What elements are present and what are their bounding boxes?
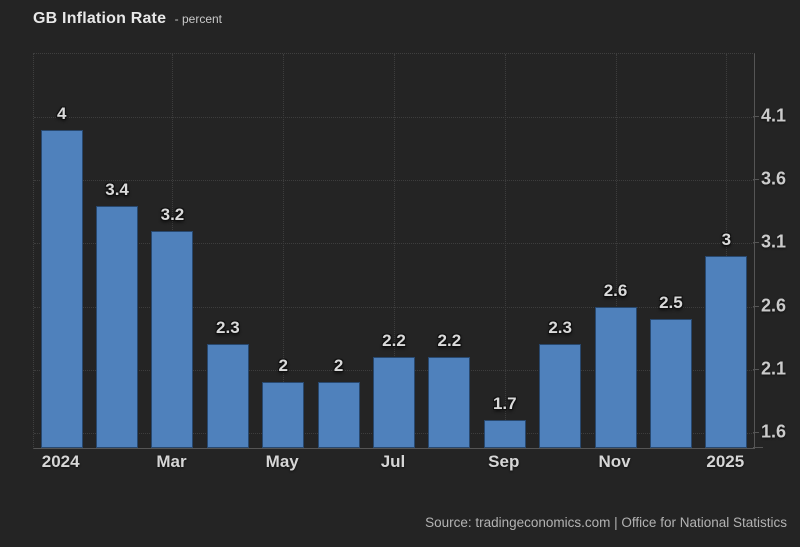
y-tick-mark <box>753 431 759 433</box>
x-gridline <box>615 54 617 448</box>
source-attribution: Source: tradingeconomics.com | Office fo… <box>425 515 787 530</box>
x-axis-line-extension <box>753 447 763 448</box>
x-gridline <box>283 54 285 448</box>
bar-value-label: 3 <box>721 230 732 250</box>
chart-subtitle: - percent <box>174 12 222 26</box>
y-tick-label: 3.6 <box>761 168 787 189</box>
bar-value-label: 2.2 <box>437 331 462 351</box>
bar-value-label: 2 <box>333 356 344 376</box>
bar-value-label: 2 <box>278 356 288 376</box>
x-gridline <box>504 54 506 448</box>
x-tick-label-nov: Nov <box>598 452 631 471</box>
bar-feb[interactable] <box>96 205 139 448</box>
bar-may[interactable] <box>262 382 305 448</box>
bar-mar[interactable] <box>151 230 194 448</box>
bar-value-label: 2.6 <box>603 280 628 300</box>
bar-value-label: 3.4 <box>105 179 129 199</box>
bar-apr[interactable] <box>206 344 249 448</box>
y-tick-label: 3.1 <box>761 231 787 252</box>
y-tick-mark <box>753 368 759 370</box>
bar-value-label: 2.3 <box>548 318 572 338</box>
bar-value-label: 2.3 <box>216 318 240 338</box>
y-tick-label: 2.6 <box>761 295 787 316</box>
bar-value-label: 1.7 <box>492 394 517 414</box>
x-gridline <box>726 54 728 448</box>
y-tick-mark <box>753 116 759 118</box>
bar-2024[interactable] <box>40 129 83 448</box>
bar-oct[interactable] <box>539 344 582 448</box>
bar-dec[interactable] <box>649 319 692 448</box>
y-tick-label: 1.6 <box>761 421 787 442</box>
x-gridline <box>394 54 395 448</box>
y-tick-mark <box>753 242 759 244</box>
x-tick-label-may: May <box>265 452 299 471</box>
chart-title-block: GB Inflation Rate - percent <box>33 10 222 28</box>
bar-value-label: 3.2 <box>160 204 185 224</box>
bar-value-label: 2.2 <box>382 331 406 351</box>
y-tick-label: 4.1 <box>761 105 787 126</box>
bar-value-label: 4 <box>56 103 67 123</box>
bar-sep[interactable] <box>483 420 526 448</box>
y-tick-mark <box>753 179 759 181</box>
y-tick-label: 2.1 <box>761 358 787 379</box>
bar-value-label: 2.5 <box>659 293 683 313</box>
bar-nov[interactable] <box>594 306 637 448</box>
x-tick-label-mar: Mar <box>156 452 187 471</box>
x-tick-label-2025: 2025 <box>706 452 745 471</box>
bar-jun[interactable] <box>317 382 360 448</box>
x-tick-label-jul: Jul <box>380 452 406 471</box>
x-tick-label-sep: Sep <box>488 452 520 471</box>
x-tick-label-2024: 2024 <box>41 452 80 471</box>
chart-title: GB Inflation Rate <box>33 10 167 27</box>
plot-area: 4 3.4 3.2 2.3 2 2 2.2 2.2 1.7 2.3 2.6 2.5 3 <box>33 53 755 449</box>
y-tick-mark <box>753 305 759 307</box>
bar-2025[interactable] <box>705 256 748 448</box>
bar-jul[interactable] <box>373 357 415 448</box>
bar-aug[interactable] <box>428 357 471 448</box>
